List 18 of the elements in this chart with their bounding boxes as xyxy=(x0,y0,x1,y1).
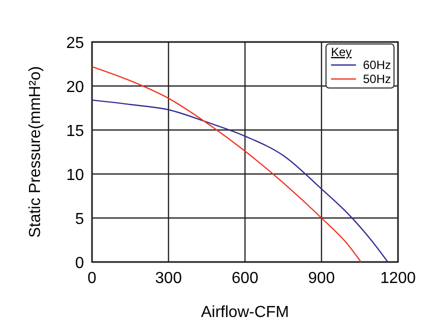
y-tick-label: 10 xyxy=(66,167,84,184)
y-tick-label: 15 xyxy=(66,123,84,140)
y-axis-title: Static Pressure(mmH²o) xyxy=(27,66,44,238)
legend-label: 50Hz xyxy=(362,72,391,86)
y-tick-label: 25 xyxy=(66,35,84,52)
legend-title: Key xyxy=(331,45,352,59)
x-tick-label: 900 xyxy=(308,270,335,287)
x-tick-label: 300 xyxy=(155,270,182,287)
y-tick-label: 0 xyxy=(75,255,84,272)
y-tick-label: 20 xyxy=(66,79,84,96)
x-tick-label: 1200 xyxy=(380,270,416,287)
x-axis-title: Airflow-CFM xyxy=(201,304,289,321)
line-series xyxy=(91,99,388,263)
x-tick-label: 0 xyxy=(88,270,97,287)
y-tick-label: 5 xyxy=(75,211,84,228)
legend-label: 60Hz xyxy=(362,58,391,72)
line-series xyxy=(91,66,362,263)
x-tick-label: 600 xyxy=(232,270,258,287)
